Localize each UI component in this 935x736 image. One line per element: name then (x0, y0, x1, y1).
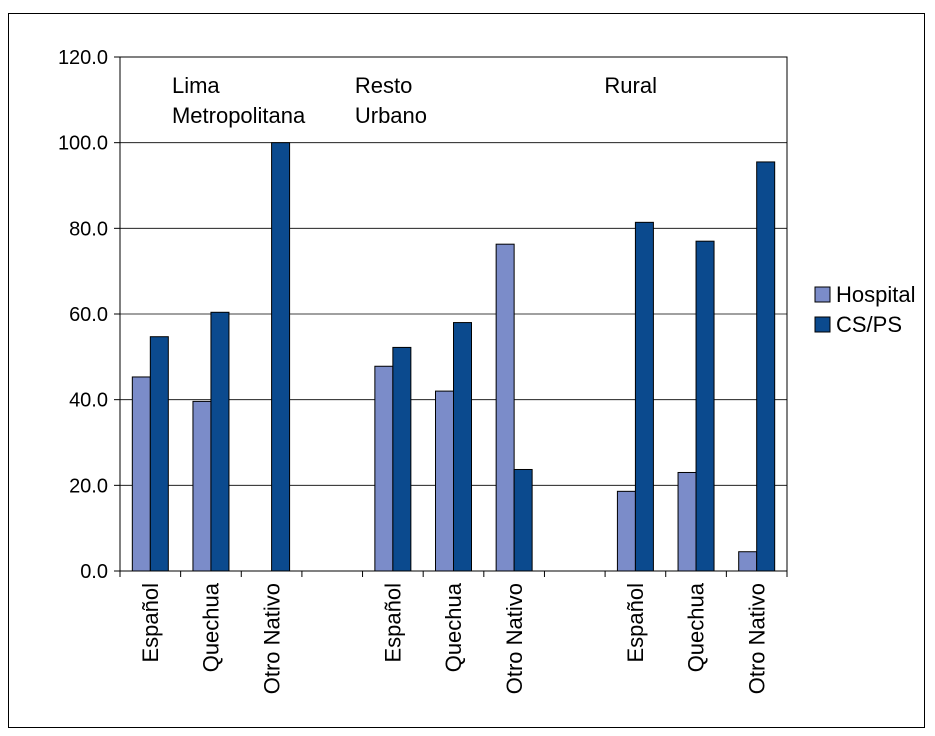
bar-cs-ps (271, 142, 291, 572)
bar-hospital (192, 400, 212, 572)
bar-hospital (677, 471, 697, 572)
group-label: Metropolitana (172, 103, 306, 128)
group-label: Rural (604, 73, 657, 98)
bar-cs-ps (634, 221, 654, 572)
legend-swatch (814, 316, 831, 333)
bar-hospital (616, 490, 636, 572)
x-tick-labels: Español Quechua Otro Nativo Español Quechua O… (138, 582, 769, 694)
x-tick-label: Otro Nativo (744, 583, 769, 694)
x-tick-label: Español (623, 583, 648, 663)
y-tick-label: 0.0 (80, 561, 108, 583)
group-label: Urbano (355, 103, 427, 128)
group-labels: Lima Metropolitana Resto Urbano Rural (172, 73, 657, 128)
axes (114, 56, 788, 577)
group-label: Lima (172, 73, 220, 98)
bar-cs-ps (149, 336, 169, 572)
x-tick-label: Quechua (684, 582, 709, 672)
group-label: Resto (355, 73, 412, 98)
legend-label: Hospital (836, 282, 915, 307)
bar-hospital (131, 376, 151, 572)
legend-swatch (814, 286, 831, 303)
y-tick-label: 60.0 (69, 304, 108, 326)
y-tick-label: 100.0 (58, 133, 108, 155)
x-tick-label: Español (381, 583, 406, 663)
bar-hospital (374, 365, 394, 572)
bar-cs-ps (210, 311, 230, 572)
bar-cs-ps (392, 346, 412, 572)
bar-hospital (495, 243, 515, 572)
bar-cs-ps (453, 322, 472, 572)
bar-cs-ps (695, 240, 715, 572)
x-tick-label: Quechua (199, 582, 224, 672)
y-tick-label: 80.0 (69, 218, 108, 240)
y-tick-label: 20.0 (69, 475, 108, 497)
legend: Hospital CS/PS (814, 282, 915, 337)
x-tick-label: Otro Nativo (259, 583, 284, 694)
y-tick-label: 120.0 (58, 47, 108, 69)
legend-label: CS/PS (836, 312, 902, 337)
x-tick-label: Otro Nativo (502, 583, 527, 694)
bar-cs-ps (513, 468, 533, 572)
bar-cs-ps (756, 161, 776, 572)
bars (131, 142, 776, 572)
bar-hospital (435, 390, 454, 572)
y-tick-labels: 0.0 20.0 40.0 60.0 80.0 100.0 120.0 (58, 47, 108, 583)
y-tick-label: 40.0 (69, 390, 108, 412)
x-tick-label: Quechua (441, 582, 466, 672)
x-tick-label: Español (138, 583, 163, 663)
bar-hospital (738, 551, 758, 572)
